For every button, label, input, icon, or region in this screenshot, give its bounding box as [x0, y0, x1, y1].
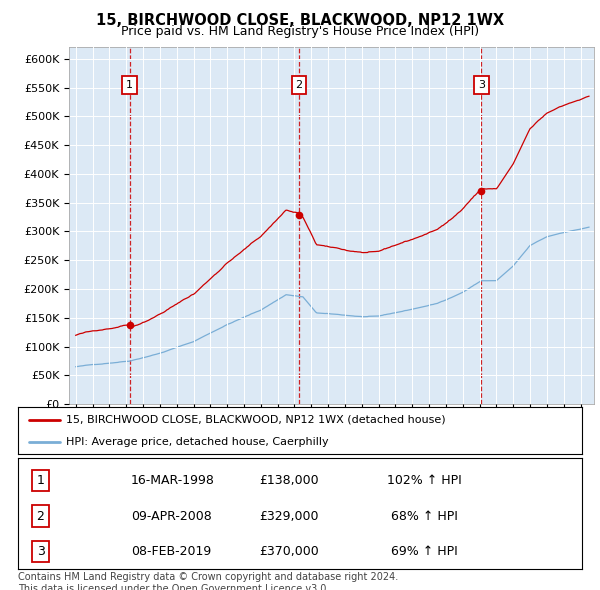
Text: 3: 3: [37, 545, 44, 558]
Text: 09-APR-2008: 09-APR-2008: [131, 510, 212, 523]
Text: 1: 1: [126, 80, 133, 90]
Text: 3: 3: [478, 80, 485, 90]
Text: 1: 1: [37, 474, 44, 487]
Text: 16-MAR-1998: 16-MAR-1998: [131, 474, 215, 487]
Text: 68% ↑ HPI: 68% ↑ HPI: [391, 510, 458, 523]
Text: 15, BIRCHWOOD CLOSE, BLACKWOOD, NP12 1WX (detached house): 15, BIRCHWOOD CLOSE, BLACKWOOD, NP12 1WX…: [66, 415, 446, 425]
Text: Price paid vs. HM Land Registry's House Price Index (HPI): Price paid vs. HM Land Registry's House …: [121, 25, 479, 38]
Text: £370,000: £370,000: [259, 545, 319, 558]
Text: 08-FEB-2019: 08-FEB-2019: [131, 545, 211, 558]
Text: 2: 2: [295, 80, 302, 90]
Text: £138,000: £138,000: [259, 474, 319, 487]
Text: £329,000: £329,000: [259, 510, 319, 523]
Text: 2: 2: [37, 510, 44, 523]
Text: HPI: Average price, detached house, Caerphilly: HPI: Average price, detached house, Caer…: [66, 437, 329, 447]
Text: 102% ↑ HPI: 102% ↑ HPI: [387, 474, 461, 487]
Text: Contains HM Land Registry data © Crown copyright and database right 2024.
This d: Contains HM Land Registry data © Crown c…: [18, 572, 398, 590]
Text: 69% ↑ HPI: 69% ↑ HPI: [391, 545, 457, 558]
Text: 15, BIRCHWOOD CLOSE, BLACKWOOD, NP12 1WX: 15, BIRCHWOOD CLOSE, BLACKWOOD, NP12 1WX: [96, 13, 504, 28]
